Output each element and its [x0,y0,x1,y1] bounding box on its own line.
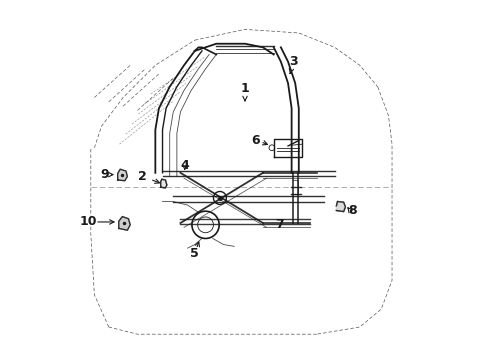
Text: 9: 9 [100,168,109,181]
Text: 6: 6 [251,134,260,147]
Polygon shape [337,202,345,212]
Text: 4: 4 [180,159,189,172]
Text: 1: 1 [241,82,249,101]
Text: 2: 2 [138,170,159,183]
Text: 10: 10 [79,215,97,229]
Polygon shape [119,217,130,230]
Text: 3: 3 [289,55,298,74]
Text: 8: 8 [348,204,357,217]
Text: 7: 7 [275,218,283,231]
Polygon shape [161,179,167,188]
Polygon shape [118,169,127,181]
Text: 5: 5 [190,247,198,260]
